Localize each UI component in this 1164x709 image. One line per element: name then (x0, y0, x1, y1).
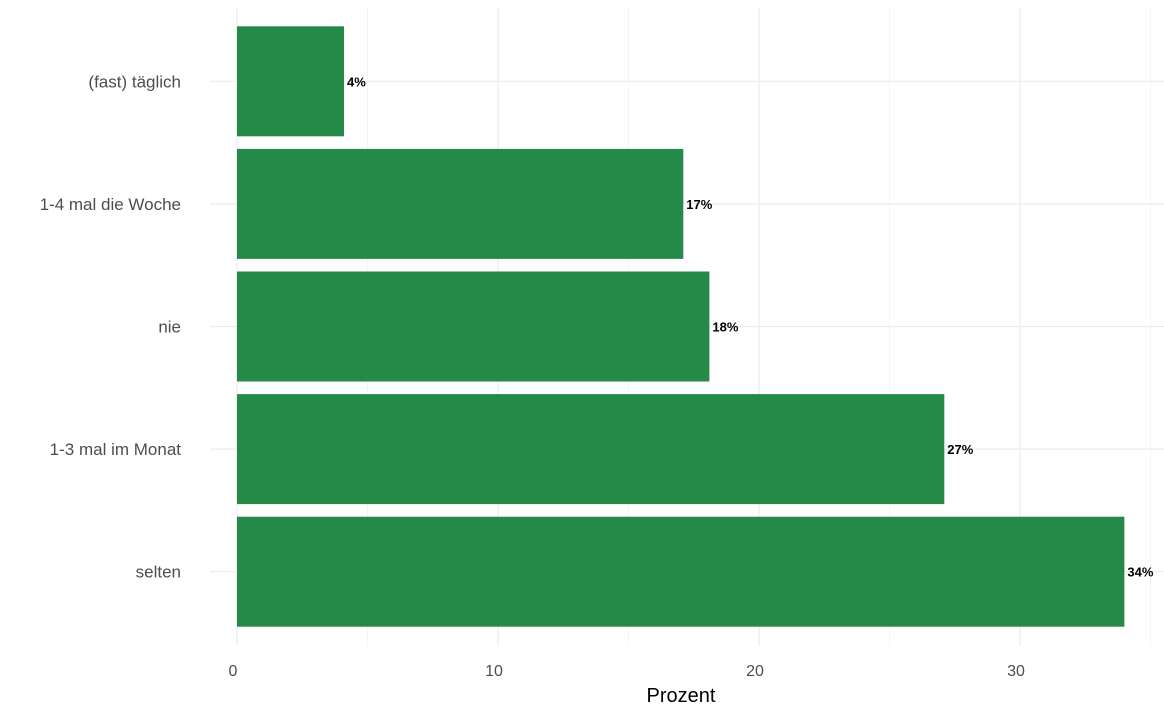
x-tick-label: 20 (746, 663, 764, 680)
bar (237, 271, 710, 382)
category-label: selten (136, 563, 181, 582)
category-labels: (fast) täglich 1-4 mal die Woche nie 1-3 ma… (40, 72, 182, 581)
data-labels: 4% 17% 18% 27% 34% (347, 74, 1154, 579)
bar (237, 148, 684, 259)
data-label: 4% (347, 74, 366, 89)
bar (237, 516, 1125, 627)
data-label: 17% (686, 197, 712, 212)
data-label: 27% (947, 442, 973, 457)
category-label: nie (158, 318, 181, 337)
x-tick-label: 0 (229, 663, 238, 680)
data-label: 18% (712, 320, 738, 335)
bar (237, 394, 945, 505)
bar (237, 26, 345, 137)
category-label: 1-3 mal im Monat (50, 440, 182, 459)
x-axis-ticks: 0 10 20 30 (229, 663, 1025, 680)
data-label: 34% (1127, 565, 1153, 580)
x-tick-label: 30 (1007, 663, 1025, 680)
bars (237, 26, 1125, 627)
x-tick-label: 10 (485, 663, 503, 680)
x-axis-title: Prozent (647, 685, 716, 707)
category-label: (fast) täglich (88, 72, 181, 91)
category-label: 1-4 mal die Woche (40, 195, 181, 214)
